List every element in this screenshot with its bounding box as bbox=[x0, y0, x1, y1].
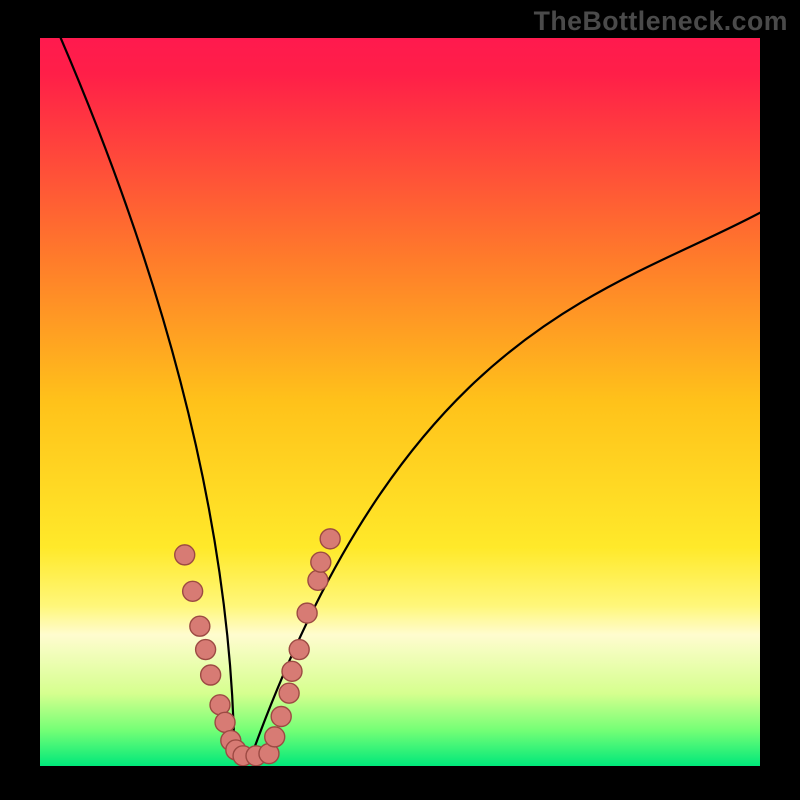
data-marker bbox=[190, 616, 210, 636]
data-marker bbox=[265, 727, 285, 747]
data-marker bbox=[308, 570, 328, 590]
data-marker bbox=[311, 552, 331, 572]
data-marker bbox=[271, 706, 291, 726]
data-marker bbox=[320, 529, 340, 549]
data-marker bbox=[279, 683, 299, 703]
data-marker bbox=[201, 665, 221, 685]
data-marker bbox=[297, 603, 317, 623]
gradient-background bbox=[40, 38, 760, 766]
data-marker bbox=[215, 712, 235, 732]
data-marker bbox=[196, 640, 216, 660]
chart-container: TheBottleneck.com bbox=[0, 0, 800, 800]
data-marker bbox=[183, 581, 203, 601]
watermark-label: TheBottleneck.com bbox=[534, 6, 788, 37]
data-marker bbox=[282, 661, 302, 681]
data-marker bbox=[175, 545, 195, 565]
data-marker bbox=[289, 640, 309, 660]
plot-svg bbox=[40, 38, 760, 766]
